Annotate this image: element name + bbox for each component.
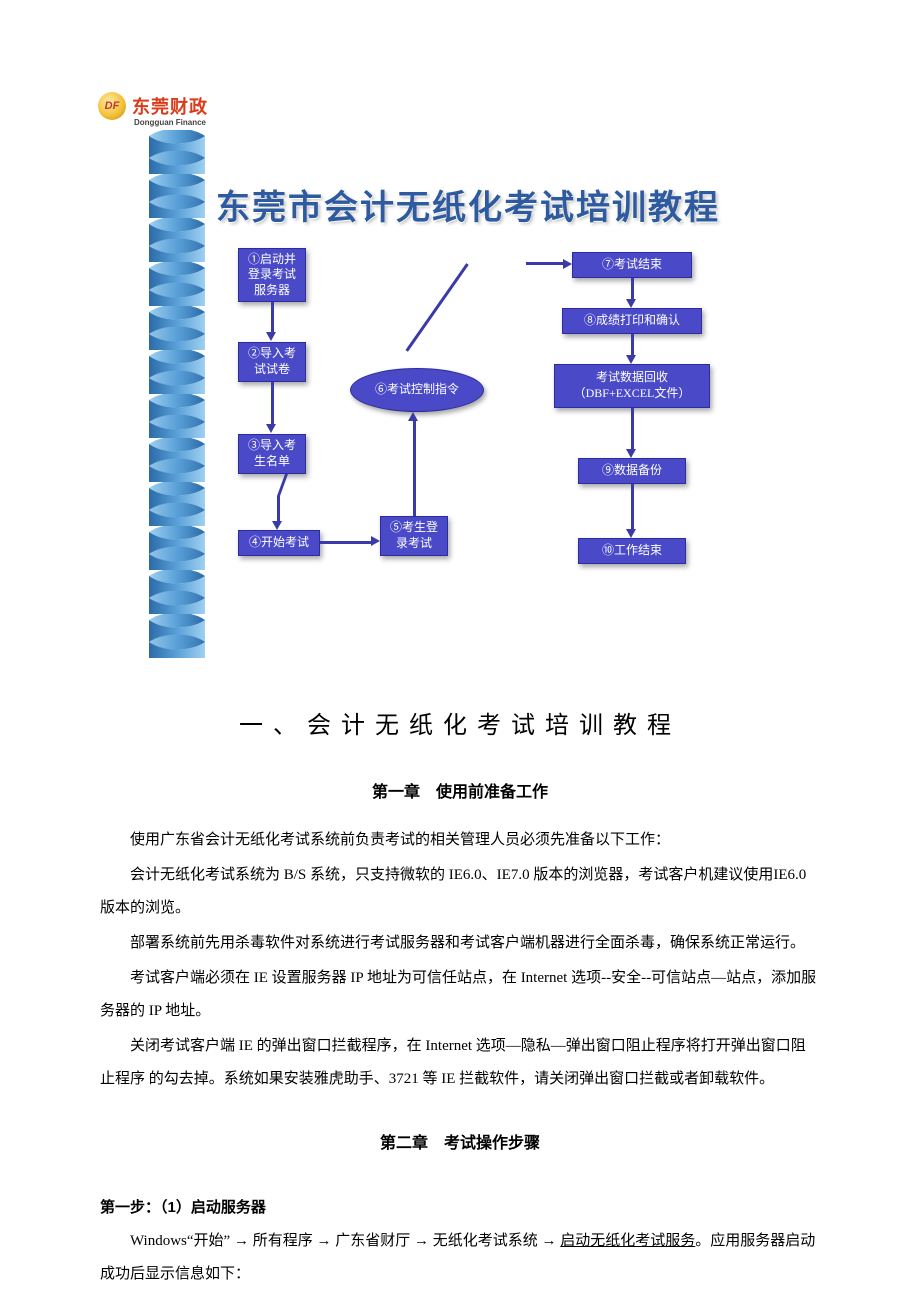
paragraph: 会计无纸化考试系统为 B/S 系统，只支持微软的 IE6.0、IE7.0 版本的…	[100, 859, 820, 925]
logo: DF 东莞财政	[98, 92, 208, 120]
flow-node-recover: 考试数据回收（DBF+EXCEL文件）	[554, 364, 710, 408]
spiral-segment	[149, 526, 205, 570]
paragraph: 使用广东省会计无纸化考试系统前负责考试的相关管理人员必须先准备以下工作：	[100, 824, 820, 857]
paragraph: 部署系统前先用杀毒软件对系统进行考试服务器和考试客户端机器进行全面杀毒，确保系统…	[100, 927, 820, 960]
arrow-icon: →	[234, 1232, 249, 1249]
flow-node-4: ④开始考试	[238, 530, 320, 556]
chapter-2-title: 第二章 考试操作步骤	[100, 1126, 820, 1161]
paragraph: 关闭考试客户端 IE 的弹出窗口拦截程序，在 Internet 选项—隐私—弹出…	[100, 1030, 820, 1096]
flowchart: ①启动并登录考试服务器 ②导入考试试卷 ③导入考生名单 ④开始考试 ⑤考生登录考…	[218, 248, 778, 658]
step-seg-underlined: 启动无纸化考试服务	[560, 1233, 695, 1249]
flow-node-10: ⑩工作结束	[578, 538, 686, 564]
spiral-segment	[149, 394, 205, 438]
spiral-segment	[149, 614, 205, 658]
flow-node-2: ②导入考试试卷	[238, 342, 306, 382]
flow-node-9: ⑨数据备份	[578, 458, 686, 484]
arrow-icon: →	[542, 1232, 557, 1249]
flow-node-5: ⑤考生登录考试	[380, 516, 448, 556]
step-seg: 无纸化考试系统	[433, 1233, 538, 1249]
spiral-segment	[149, 482, 205, 526]
spiral-decoration	[149, 130, 205, 658]
logo-subtitle: Dongguan Finance	[134, 118, 206, 127]
step-seg: Windows“开始”	[130, 1233, 230, 1249]
step-1-heading: 第一步：（1）启动服务器	[100, 1191, 820, 1224]
spiral-segment	[149, 570, 205, 614]
spiral-segment	[149, 438, 205, 482]
spiral-segment	[149, 262, 205, 306]
step-seg: 广东省财厅	[335, 1233, 410, 1249]
step-seg: 所有程序	[253, 1233, 313, 1249]
spiral-segment	[149, 218, 205, 262]
chapter-1-title: 第一章 使用前准备工作	[100, 775, 820, 810]
arrow-icon: →	[414, 1232, 429, 1249]
spiral-segment	[149, 130, 205, 174]
logo-badge: DF	[98, 92, 126, 120]
flow-node-6: ⑥考试控制指令	[350, 368, 484, 412]
spiral-segment	[149, 350, 205, 394]
flow-node-1: ①启动并登录考试服务器	[238, 248, 306, 302]
flow-node-7: ⑦考试结束	[572, 252, 692, 278]
document-body: 一、会计无纸化考试培训教程 第一章 使用前准备工作 使用广东省会计无纸化考试系统…	[100, 700, 820, 1293]
spiral-segment	[149, 174, 205, 218]
flow-node-8: ⑧成绩打印和确认	[562, 308, 702, 334]
logo-text: 东莞财政	[132, 93, 208, 119]
page-banner-title: 东莞市会计无纸化考试培训教程	[216, 180, 720, 229]
arrow-icon: →	[316, 1232, 331, 1249]
flow-node-3: ③导入考生名单	[238, 434, 306, 474]
step-1-path: Windows“开始” → 所有程序 → 广东省财厅 → 无纸化考试系统 → 启…	[100, 1224, 820, 1291]
spiral-segment	[149, 306, 205, 350]
doc-h1: 一、会计无纸化考试培训教程	[100, 700, 820, 753]
paragraph: 考试客户端必须在 IE 设置服务器 IP 地址为可信任站点，在 Internet…	[100, 962, 820, 1028]
